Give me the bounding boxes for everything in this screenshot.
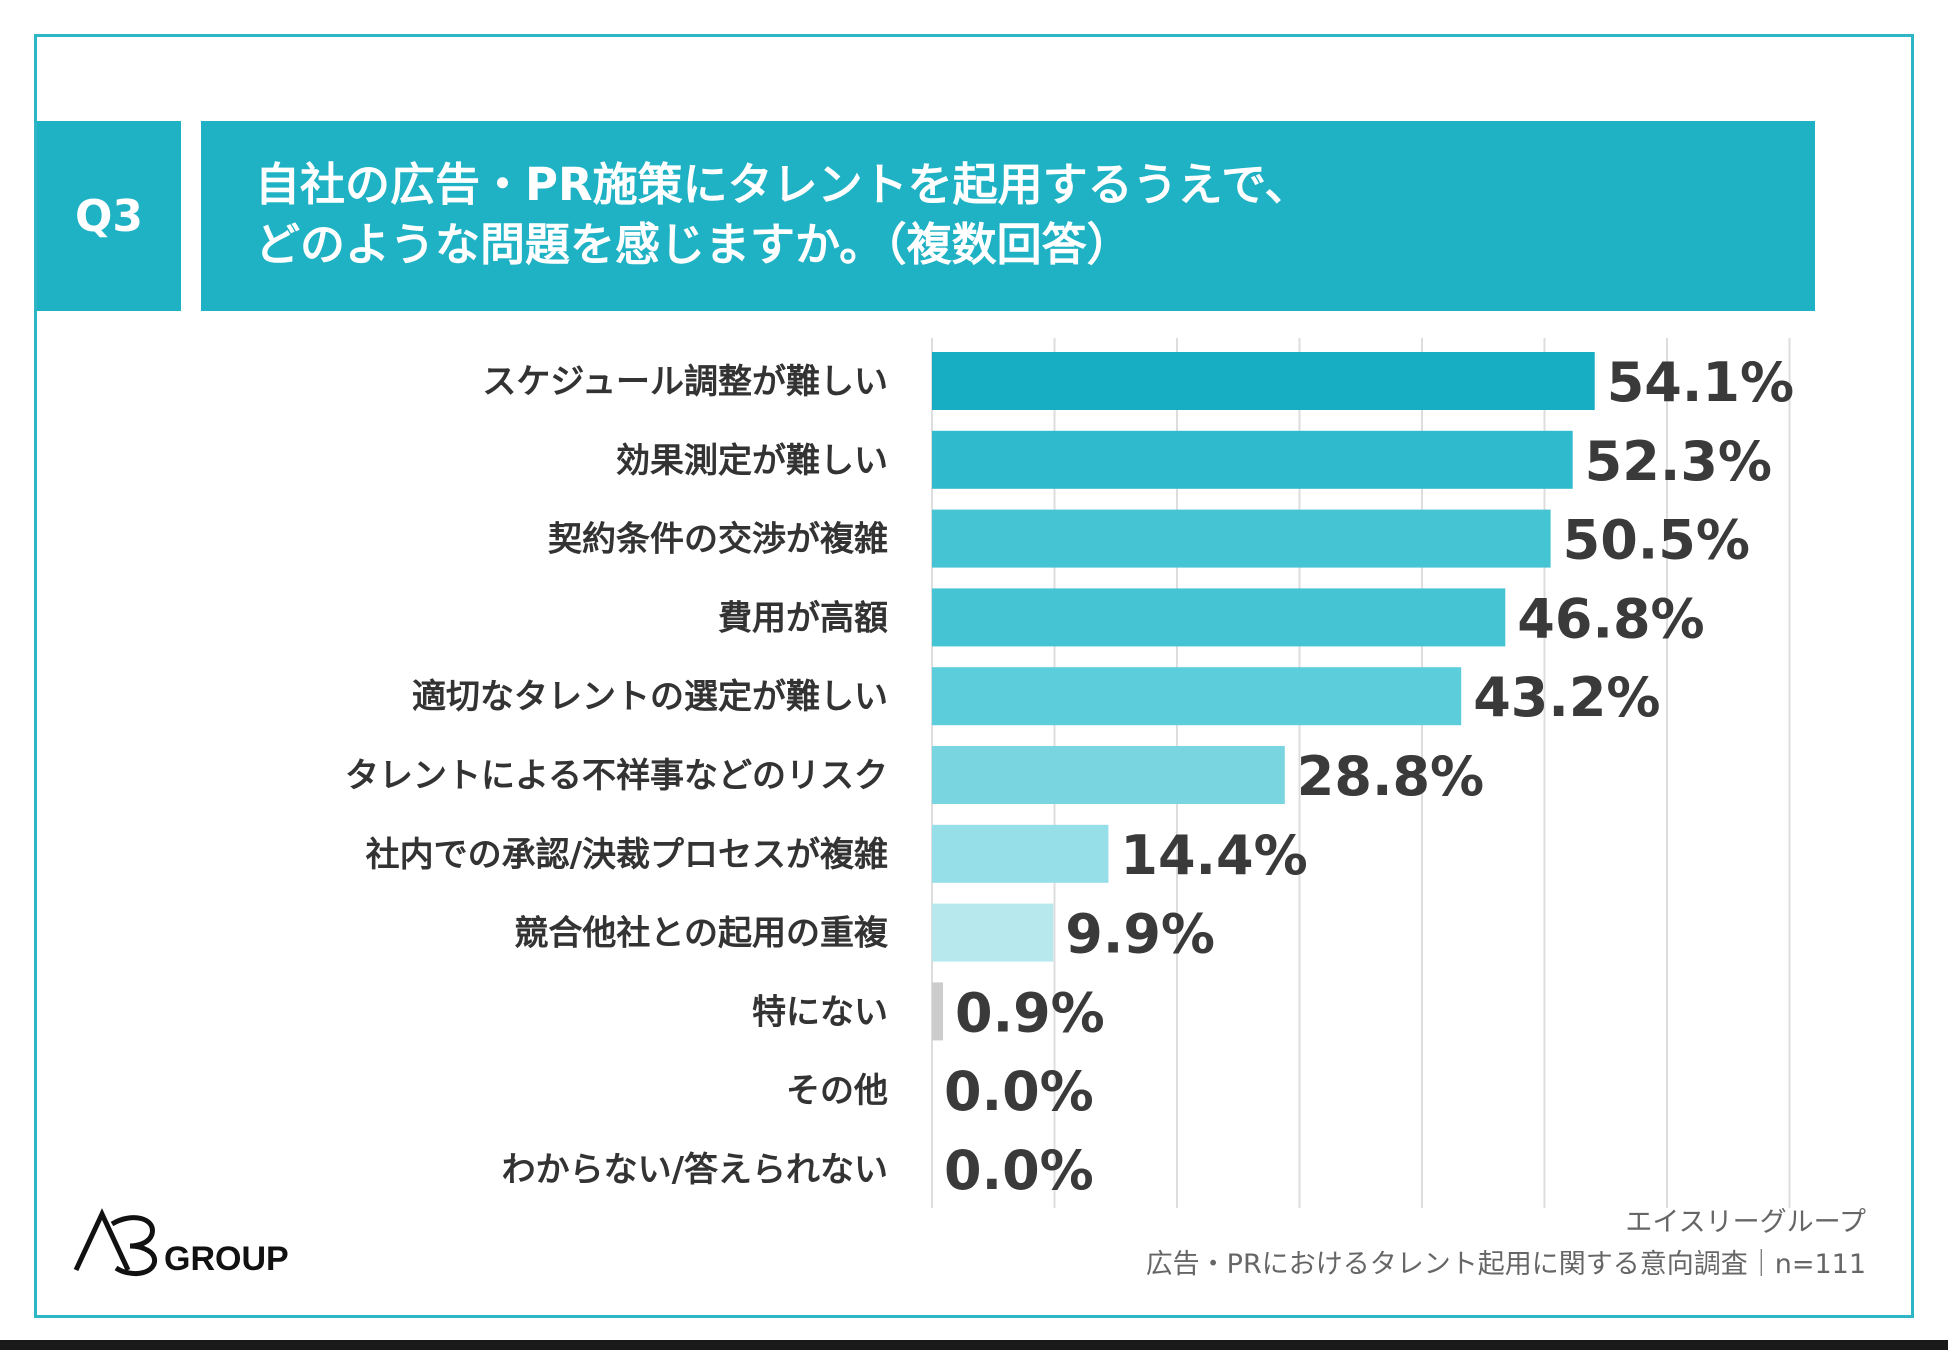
a3-group-logo: GROUP (72, 1206, 312, 1284)
chart-frame: Q3 自社の広告・PR施策にタレントを起用するうえで、 どのような問題を感じます… (34, 34, 1914, 1318)
question-title-banner: 自社の広告・PR施策にタレントを起用するうえで、 どのような問題を感じますか。（… (201, 121, 1815, 311)
value-labels: 54.1% 52.3% 50.5% 46.8% 43.2% 28.8% 14.4% 9.9% 0… (944, 351, 1794, 1202)
bar-0 (932, 352, 1595, 410)
bars (932, 352, 1595, 1041)
value-label-9: 0.0% (944, 1060, 1094, 1123)
value-label-5: 28.8% (1297, 745, 1484, 808)
category-label-8: 特にない (752, 992, 888, 1032)
category-label-1: 効果測定が難しい (616, 441, 888, 481)
question-title-line2: どのような問題を感じますか。（複数回答） (255, 218, 1132, 271)
footer-company: エイスリーグループ (1625, 1207, 1866, 1238)
category-label-2: 契約条件の交渉が複雑 (548, 520, 888, 560)
category-label-0: スケジュール調整が難しい (482, 362, 888, 402)
footer-survey: 広告・PRにおけるタレント起用に関する意向調査｜n=111 (1145, 1249, 1866, 1280)
bar-6 (932, 824, 1109, 883)
category-label-6: 社内での承認/決裁プロセスが複雑 (366, 835, 888, 875)
question-number-badge: Q3 (37, 121, 181, 311)
category-label-4: 適切なタレントの選定が難しい (412, 677, 888, 717)
category-label-7: 競合他社との起用の重複 (514, 914, 889, 954)
question-title-line1: 自社の広告・PR施策にタレントを起用するうえで、 (255, 158, 1310, 211)
bar-3 (932, 588, 1506, 647)
value-label-10: 0.0% (944, 1139, 1094, 1202)
category-label-10: わからない/答えられない (502, 1150, 888, 1190)
value-label-6: 14.4% (1120, 824, 1307, 887)
value-label-4: 43.2% (1473, 666, 1660, 729)
bottom-divider (0, 1340, 1948, 1350)
value-label-8: 0.9% (955, 981, 1105, 1044)
bar-7 (932, 903, 1054, 962)
question-number: Q3 (74, 190, 144, 242)
value-label-2: 50.5% (1563, 509, 1750, 572)
value-label-1: 52.3% (1585, 430, 1772, 493)
value-label-0: 54.1% (1607, 351, 1794, 414)
logo-text: GROUP (164, 1240, 289, 1278)
category-label-3: 費用が高額 (718, 598, 888, 638)
category-labels: スケジュール調整が難しい効果測定が難しい契約条件の交渉が複雑費用が高額適切なタレ… (345, 362, 889, 1190)
bar-8 (932, 982, 944, 1041)
bar-5 (932, 746, 1285, 804)
value-label-3: 46.8% (1517, 587, 1704, 650)
logo-mark-icon: GROUP (73, 1208, 289, 1278)
bar-2 (932, 509, 1551, 568)
value-label-7: 9.9% (1065, 903, 1215, 966)
bar-4 (932, 667, 1462, 726)
footer-note: エイスリーグループ 広告・PRにおけるタレント起用に関する意向調査｜n=111 (1146, 1202, 1866, 1286)
category-label-5: タレントによる不祥事などのリスク (345, 756, 888, 796)
bar-1 (932, 430, 1573, 489)
category-label-9: その他 (786, 1071, 888, 1111)
